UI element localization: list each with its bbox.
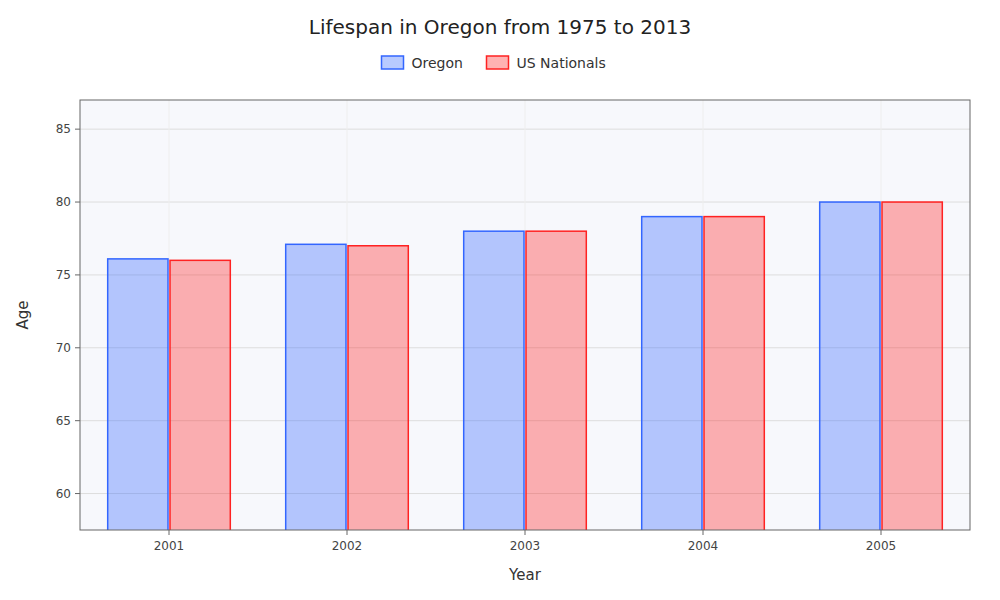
bar xyxy=(348,246,408,530)
tick-mark xyxy=(525,530,526,535)
legend-swatch xyxy=(487,56,509,69)
tick-mark xyxy=(881,530,882,535)
y-axis-label: Age xyxy=(14,300,32,329)
bar xyxy=(464,231,524,530)
tick-label: 2005 xyxy=(866,539,897,553)
tick-label: 2003 xyxy=(510,539,541,553)
bar xyxy=(108,259,168,530)
tick-mark xyxy=(75,347,80,348)
tick-mark xyxy=(347,530,348,535)
bar xyxy=(170,260,230,530)
tick-label: 75 xyxy=(56,268,71,282)
tick-label: 65 xyxy=(56,414,71,428)
plot-frame xyxy=(80,100,970,530)
tick-label: 85 xyxy=(56,122,71,136)
bar xyxy=(642,217,702,530)
legend: Oregon US Nationals xyxy=(382,55,606,71)
tick-label: 2002 xyxy=(332,539,363,553)
bar xyxy=(526,231,586,530)
tick-label: 70 xyxy=(56,341,71,355)
bars xyxy=(108,202,943,530)
bar xyxy=(882,202,942,530)
chart: 60 65 70 75 80 85 2001 2002 2003 2004 2005 Lifespan… xyxy=(0,0,1000,600)
bar xyxy=(820,202,880,530)
legend-label: Oregon xyxy=(412,55,463,71)
legend-label: US Nationals xyxy=(517,55,606,71)
tick-mark xyxy=(75,274,80,275)
tick-mark xyxy=(169,530,170,535)
tick-mark xyxy=(75,493,80,494)
tick-label: 60 xyxy=(56,487,71,501)
title: Lifespan in Oregon from 1975 to 2013 xyxy=(309,15,691,39)
tick-label: 2004 xyxy=(688,539,719,553)
legend-swatch xyxy=(382,56,404,69)
bar xyxy=(286,244,346,530)
x-axis-label: Year xyxy=(508,566,542,584)
tick-label: 2001 xyxy=(154,539,185,553)
tick-mark xyxy=(703,530,704,535)
tick-mark xyxy=(75,420,80,421)
tick-mark xyxy=(75,202,80,203)
bar xyxy=(704,217,764,530)
tick-label: 80 xyxy=(56,195,71,209)
tick-mark xyxy=(75,129,80,130)
